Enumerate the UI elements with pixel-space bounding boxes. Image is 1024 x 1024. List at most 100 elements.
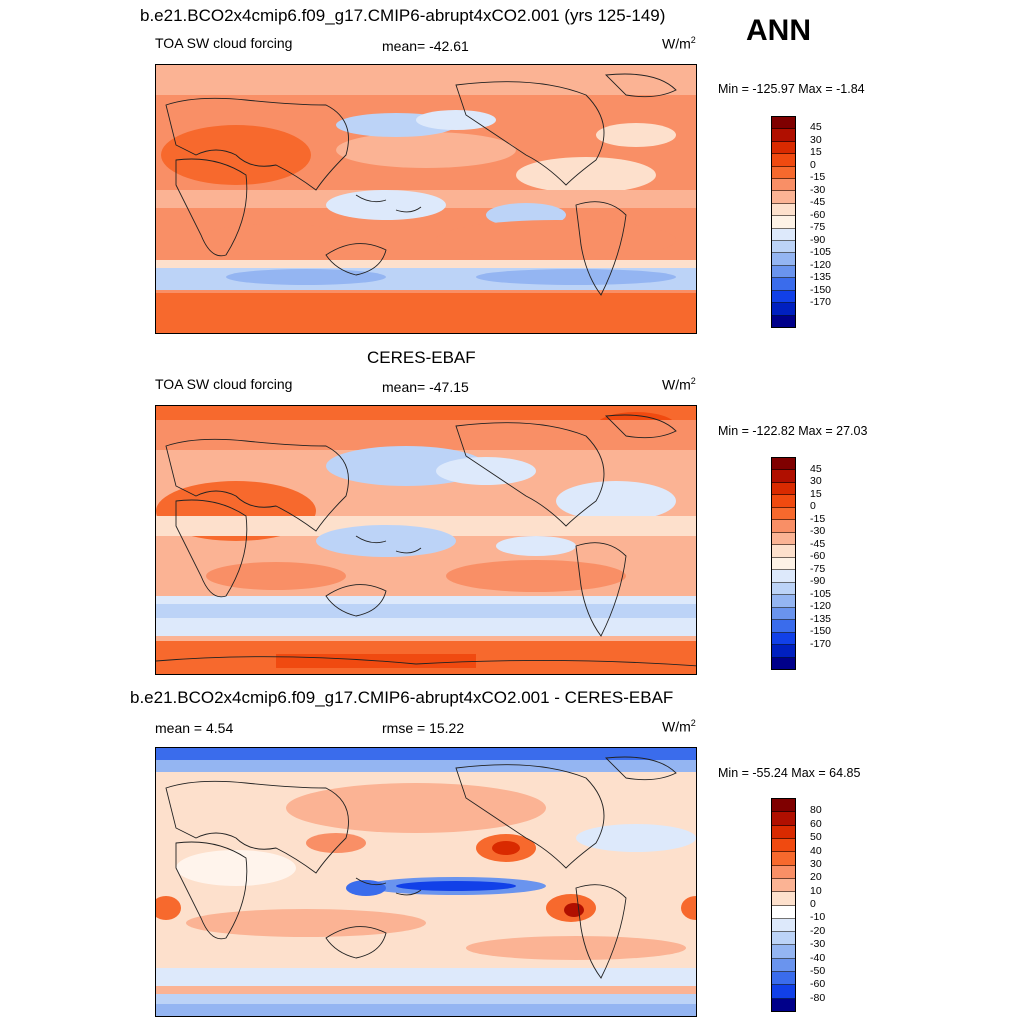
panel-1-colorbar-swatches	[771, 116, 796, 328]
colorbar-1-swatch	[772, 191, 795, 204]
colorbar-2-swatch	[772, 458, 795, 471]
colorbar-3-tick-label: 50	[810, 831, 822, 844]
colorbar-2-tick-label: -75	[810, 562, 826, 575]
colorbar-3-tick-label: 20	[810, 871, 822, 884]
panel-1-colorbar	[771, 116, 796, 328]
colorbar-3-swatch	[772, 932, 795, 946]
colorbar-2-tick-label: -120	[810, 600, 832, 613]
colorbar-1-tick-label: 0	[810, 158, 816, 171]
colorbar-1-tick-label: -105	[810, 246, 832, 259]
colorbar-1-tick-label: -135	[810, 271, 832, 284]
colorbar-3-tick-label: -30	[810, 938, 826, 951]
colorbar-1-tick-label: -30	[810, 183, 826, 196]
colorbar-1-tick-label: -45	[810, 196, 826, 209]
panel-1-units: W/m2	[662, 35, 696, 52]
panel-3-colorbar-swatches	[771, 798, 796, 1012]
colorbar-1-tick-label: -120	[810, 258, 832, 271]
panel-3-title: b.e21.BCO2x4cmip6.f09_g17.CMIP6-abrupt4x…	[130, 688, 674, 707]
colorbar-2-tick-label: -45	[810, 537, 826, 550]
colorbar-2-tick-label: -105	[810, 587, 832, 600]
colorbar-2-swatch	[772, 557, 795, 571]
colorbar-1-tick-label: -90	[810, 233, 826, 246]
colorbar-2-tick-label: -60	[810, 550, 826, 563]
colorbar-1-tick-label: 30	[810, 133, 822, 146]
colorbar-3-swatch	[772, 998, 795, 1011]
colorbar-1-swatch	[772, 265, 795, 279]
colorbar-2-tick-label: -150	[810, 625, 832, 638]
colorbar-3-tick-label: -20	[810, 924, 826, 937]
panel-1-map-field	[156, 65, 696, 333]
colorbar-3-swatch	[772, 972, 795, 986]
colorbar-1-tick-label: 45	[810, 121, 822, 134]
colorbar-3-swatch	[772, 985, 795, 999]
panel-1-variable-label: TOA SW cloud forcing	[155, 35, 293, 51]
colorbar-1-swatch	[772, 203, 795, 217]
colorbar-3-tick-label: -80	[810, 991, 826, 1004]
colorbar-1-swatch	[772, 241, 795, 254]
panel-3-minmax: Min = -55.24 Max = 64.85	[718, 766, 861, 780]
panel-3-map	[155, 747, 697, 1017]
colorbar-3-swatch	[772, 838, 795, 853]
colorbar-2-swatch	[772, 657, 795, 669]
colorbar-2-swatch	[772, 620, 795, 633]
colorbar-2-tick-label: -90	[810, 575, 826, 588]
colorbar-1-swatch	[772, 216, 795, 229]
colorbar-2-swatch	[772, 607, 795, 621]
panel-2-mean: mean= -47.15	[382, 379, 469, 395]
panel-2-minmax: Min = -122.82 Max = 27.03	[718, 424, 868, 438]
colorbar-2-tick-label: 45	[810, 462, 822, 475]
panel-2-colorbar-swatches	[771, 457, 796, 670]
panel-3-colorbar	[771, 798, 796, 1012]
colorbar-3-tick-label: 30	[810, 857, 822, 870]
panel-3-map-field	[156, 748, 696, 1016]
colorbar-2-swatch	[772, 482, 795, 496]
colorbar-3-tick-label: 60	[810, 817, 822, 830]
panel-2-title: CERES-EBAF	[367, 348, 476, 367]
colorbar-2-tick-label: 0	[810, 500, 816, 513]
colorbar-1-swatch	[772, 228, 795, 242]
colorbar-1-swatch	[772, 253, 795, 266]
panel-3-units: W/m2	[662, 718, 696, 735]
colorbar-2-swatch	[772, 532, 795, 546]
colorbar-2-swatch	[772, 582, 795, 596]
colorbar-3-swatch	[772, 799, 795, 813]
colorbar-3-swatch	[772, 918, 795, 933]
panel-3-rmse: rmse = 15.22	[382, 720, 465, 736]
colorbar-3-swatch	[772, 852, 795, 866]
panel-2-colorbar	[771, 457, 796, 670]
panel-2-variable-label: TOA SW cloud forcing	[155, 376, 293, 392]
colorbar-1-tick-label: -15	[810, 171, 826, 184]
colorbar-2-swatch	[772, 507, 795, 521]
season-label: ANN	[746, 14, 811, 47]
colorbar-2-tick-label: -15	[810, 512, 826, 525]
colorbar-3-swatch	[772, 958, 795, 973]
colorbar-3-tick-label: -10	[810, 911, 826, 924]
colorbar-2-swatch	[772, 570, 795, 583]
colorbar-3-swatch	[772, 905, 795, 919]
colorbar-1-swatch	[772, 179, 795, 192]
panel-1-map	[155, 64, 697, 334]
colorbar-2-tick-label: -135	[810, 612, 832, 625]
colorbar-3-tick-label: 40	[810, 844, 822, 857]
panel-2-map	[155, 405, 697, 675]
colorbar-1-swatch	[772, 117, 795, 130]
colorbar-2-tick-label: -30	[810, 525, 826, 538]
colorbar-3-swatch	[772, 825, 795, 839]
colorbar-1-tick-label: -170	[810, 296, 832, 309]
colorbar-3-swatch	[772, 892, 795, 906]
colorbar-2-tick-label: 15	[810, 487, 822, 500]
colorbar-1-tick-label: -75	[810, 221, 826, 234]
colorbar-1-swatch	[772, 154, 795, 167]
colorbar-3-swatch	[772, 945, 795, 959]
colorbar-3-tick-label: -40	[810, 951, 826, 964]
panel-2-units: W/m2	[662, 376, 696, 393]
colorbar-1-tick-label: -150	[810, 283, 832, 296]
colorbar-3-tick-label: 10	[810, 884, 822, 897]
colorbar-1-tick-label: 15	[810, 146, 822, 159]
colorbar-2-swatch	[772, 645, 795, 658]
colorbar-3-swatch	[772, 865, 795, 879]
colorbar-3-tick-label: -60	[810, 978, 826, 991]
panel-3-mean: mean = 4.54	[155, 720, 234, 736]
colorbar-3-tick-label: 80	[810, 804, 822, 817]
colorbar-1-swatch	[772, 278, 795, 291]
